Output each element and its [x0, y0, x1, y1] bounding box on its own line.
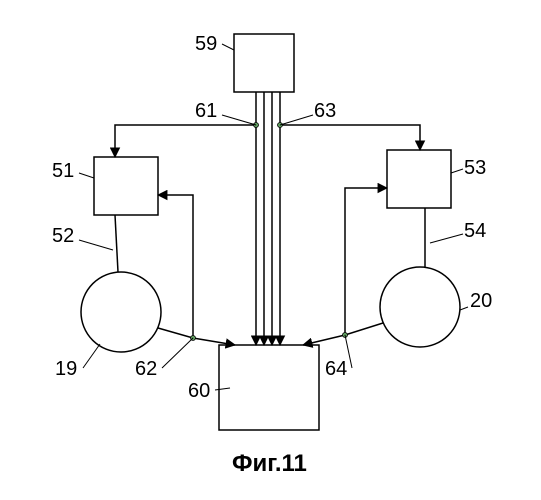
label-54: 54 — [464, 220, 486, 243]
label-62: 62 — [135, 358, 157, 381]
label-51: 51 — [52, 160, 74, 183]
circle-right — [380, 267, 460, 347]
label-20: 20 — [470, 290, 492, 313]
label-59: 59 — [195, 33, 217, 56]
edge-62-to-51 — [158, 195, 193, 338]
label-19: 19 — [55, 358, 77, 381]
label-63: 63 — [314, 100, 336, 123]
label-61: 61 — [195, 100, 217, 123]
center-bus — [256, 92, 280, 345]
label-53: 53 — [464, 157, 486, 180]
label-52: 52 — [52, 225, 74, 248]
box-top — [234, 34, 294, 92]
label-60: 60 — [188, 380, 210, 403]
edge-63-to-53 — [280, 125, 420, 150]
label-leaders — [79, 44, 468, 390]
box-right — [387, 150, 451, 208]
figure-caption: Фиг.11 — [232, 450, 307, 478]
label-64: 64 — [325, 358, 347, 381]
junction-points — [191, 123, 348, 341]
edge-61-to-51 — [115, 125, 256, 157]
edge-62-to-60 — [158, 328, 235, 345]
circle-left — [81, 272, 161, 352]
box-bottom — [219, 345, 319, 430]
edge-52 — [115, 215, 118, 272]
box-left — [94, 157, 158, 215]
